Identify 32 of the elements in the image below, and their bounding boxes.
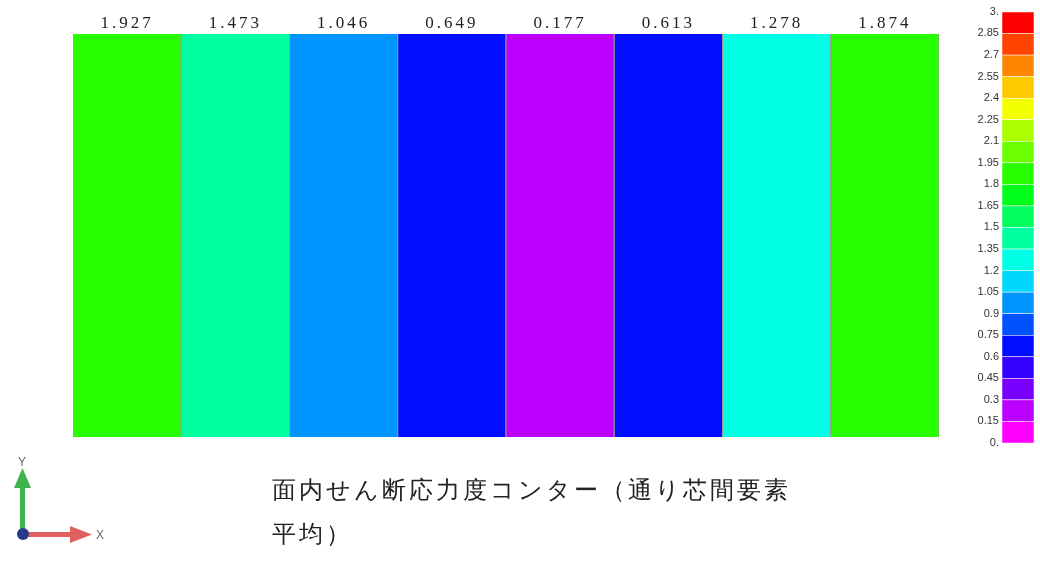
x-tick-label: 1.473	[208, 13, 262, 32]
color-bar-label: 2.4	[983, 91, 999, 104]
x-tick-label: 1.278	[750, 13, 804, 32]
x-tick-label: 1.927	[100, 13, 154, 32]
color-bar-label: 2.85	[977, 26, 999, 39]
color-bar-label: 2.55	[977, 69, 999, 82]
text: 面内せん断応力度コンター（通り芯間要素平均）	[272, 475, 792, 550]
text: X	[96, 528, 105, 542]
x-tick-label: 0.649	[425, 13, 479, 32]
color-bar-label: 0.	[989, 435, 999, 448]
color-bar-label: 1.65	[977, 198, 999, 211]
color-bar-label: 0.6	[983, 349, 999, 362]
color-bar-label: 1.2	[983, 263, 999, 276]
color-bar-label: 0.3	[983, 392, 999, 405]
color-bar-label: 1.05	[977, 285, 999, 298]
color-bar-label: 2.1	[983, 134, 999, 147]
x-tick-label: 1.874	[858, 13, 912, 32]
color-bar-label: 1.8	[983, 177, 999, 190]
color-bar-label: 0.45	[977, 371, 999, 384]
color-bar-label: 1.95	[977, 155, 999, 168]
color-bar-label: 0.75	[977, 328, 999, 341]
color-bar-label: 1.35	[977, 241, 999, 254]
color-bar-label: 2.25	[977, 112, 999, 125]
color-bar-label: 1.5	[983, 220, 999, 233]
x-tick-label: 1.046	[317, 13, 371, 32]
color-bar-label: 3.	[989, 4, 999, 17]
color-bar-label: 0.9	[983, 306, 999, 319]
x-tick-label: 0.177	[533, 13, 587, 32]
color-bar-label: 0.15	[977, 414, 999, 427]
text: Y	[17, 455, 27, 469]
x-tick-label: 0.613	[641, 13, 695, 32]
color-bar-label: 2.7	[983, 48, 999, 61]
